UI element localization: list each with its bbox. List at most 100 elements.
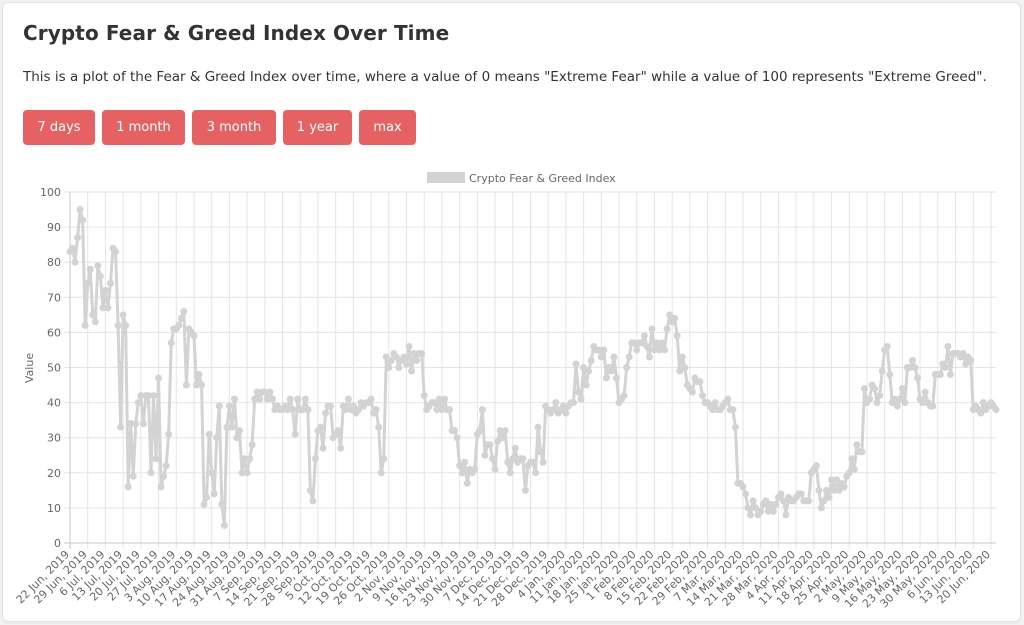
data-point[interactable] — [162, 462, 170, 470]
data-point[interactable] — [124, 483, 132, 491]
data-point[interactable] — [876, 392, 884, 400]
data-point[interactable] — [456, 462, 464, 470]
data-point[interactable] — [779, 497, 787, 505]
data-point[interactable] — [418, 349, 426, 357]
data-point[interactable] — [946, 371, 954, 379]
data-point[interactable] — [643, 342, 651, 350]
data-point[interactable] — [309, 497, 317, 505]
data-point[interactable] — [602, 374, 610, 382]
data-point[interactable] — [666, 311, 674, 319]
data-point[interactable] — [286, 395, 294, 403]
data-point[interactable] — [119, 311, 127, 319]
data-point[interactable] — [139, 420, 147, 428]
data-point[interactable] — [747, 511, 755, 519]
data-point[interactable] — [504, 458, 512, 466]
data-point[interactable] — [489, 455, 497, 463]
data-point[interactable] — [337, 444, 345, 452]
data-point[interactable] — [453, 434, 461, 442]
data-point[interactable] — [671, 314, 679, 322]
data-point[interactable] — [494, 437, 502, 445]
data-point[interactable] — [901, 399, 909, 407]
data-point[interactable] — [873, 399, 881, 407]
data-point[interactable] — [744, 504, 752, 512]
data-point[interactable] — [112, 248, 120, 256]
data-point[interactable] — [509, 455, 517, 463]
data-point[interactable] — [878, 367, 886, 375]
data-point[interactable] — [638, 339, 646, 347]
range-7-days-button[interactable]: 7 days — [23, 110, 95, 145]
data-point[interactable] — [623, 364, 631, 371]
data-point[interactable] — [220, 521, 228, 529]
data-point[interactable] — [825, 493, 833, 501]
data-point[interactable] — [463, 479, 471, 487]
data-point[interactable] — [228, 423, 236, 431]
data-point[interactable] — [782, 511, 790, 519]
data-point[interactable] — [157, 483, 165, 491]
data-point[interactable] — [678, 353, 686, 361]
data-point[interactable] — [367, 395, 375, 403]
data-point[interactable] — [699, 392, 707, 400]
data-point[interactable] — [607, 367, 615, 375]
data-point[interactable] — [175, 321, 183, 329]
data-point[interactable] — [929, 402, 937, 410]
data-point[interactable] — [658, 339, 666, 347]
data-point[interactable] — [478, 406, 486, 414]
data-point[interactable] — [190, 332, 198, 340]
data-point[interactable] — [549, 406, 557, 414]
data-point[interactable] — [967, 356, 975, 364]
data-point[interactable] — [898, 385, 906, 393]
data-point[interactable] — [610, 353, 618, 361]
data-point[interactable] — [777, 490, 785, 498]
data-point[interactable] — [461, 458, 469, 466]
data-point[interactable] — [152, 455, 160, 463]
data-point[interactable] — [681, 364, 689, 371]
data-point[interactable] — [268, 395, 276, 403]
data-point[interactable] — [499, 434, 507, 442]
data-point[interactable] — [962, 360, 970, 368]
data-point[interactable] — [817, 504, 825, 512]
data-point[interactable] — [822, 486, 830, 494]
data-point[interactable] — [625, 353, 633, 361]
data-point[interactable] — [413, 356, 421, 364]
data-point[interactable] — [577, 395, 585, 403]
data-point[interactable] — [129, 472, 137, 480]
data-point[interactable] — [405, 342, 413, 350]
data-point[interactable] — [96, 272, 104, 280]
data-point[interactable] — [739, 483, 747, 491]
data-point[interactable] — [936, 371, 944, 379]
data-point[interactable] — [289, 406, 297, 414]
data-point[interactable] — [225, 402, 233, 410]
data-point[interactable] — [420, 392, 428, 400]
data-point[interactable] — [534, 423, 542, 431]
data-point[interactable] — [354, 406, 362, 414]
data-point[interactable] — [711, 399, 719, 407]
data-point[interactable] — [587, 356, 595, 364]
data-point[interactable] — [663, 325, 671, 333]
data-point[interactable] — [600, 346, 608, 354]
data-point[interactable] — [430, 399, 438, 407]
data-point[interactable] — [883, 342, 891, 350]
data-point[interactable] — [471, 465, 479, 473]
data-point[interactable] — [372, 406, 380, 414]
data-point[interactable] — [537, 448, 545, 456]
data-point[interactable] — [380, 455, 388, 463]
data-point[interactable] — [921, 388, 929, 396]
data-point[interactable] — [569, 399, 577, 407]
data-point[interactable] — [79, 216, 87, 224]
data-point[interactable] — [306, 486, 314, 494]
data-point[interactable] — [501, 427, 509, 435]
data-point[interactable] — [327, 402, 335, 410]
data-point[interactable] — [236, 427, 244, 435]
data-point[interactable] — [845, 469, 853, 477]
data-point[interactable] — [294, 395, 302, 403]
data-point[interactable] — [648, 325, 656, 333]
data-point[interactable] — [539, 458, 547, 466]
legend[interactable]: Crypto Fear & Greed Index — [427, 172, 616, 185]
data-point[interactable] — [84, 279, 92, 287]
range-1-month-button[interactable]: 1 month — [102, 110, 185, 145]
data-point[interactable] — [147, 469, 155, 477]
data-point[interactable] — [243, 469, 251, 477]
data-point[interactable] — [688, 388, 696, 396]
data-point[interactable] — [395, 364, 403, 371]
data-point[interactable] — [106, 279, 114, 287]
